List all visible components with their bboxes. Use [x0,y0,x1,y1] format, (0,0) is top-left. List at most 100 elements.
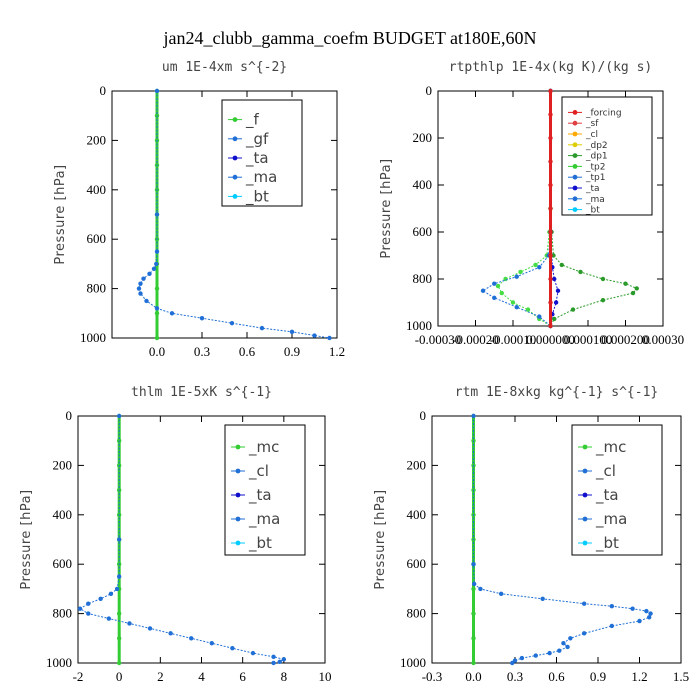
data-point [646,615,652,620]
series-line [550,91,559,327]
y-tick-label: 1000 [80,330,106,345]
y-tick-label: 800 [87,281,107,296]
data-point [609,623,615,629]
data-point [510,660,515,666]
data-point [154,311,160,316]
figure-title: jan24_clubb_gamma_coefm BUDGET at180E,60… [162,28,536,48]
data-point [568,636,573,641]
data-point [630,290,636,296]
data-point [570,307,576,312]
data-point [561,641,566,646]
x-tick-label: 0.000200 [601,332,650,347]
legend-entry: _ma [595,510,627,529]
x-tick-label: -0.00030 [415,332,462,347]
x-tick-label: 0.3 [194,344,210,359]
legend: _mc _cl _ta _ma _bt [571,424,663,556]
data-point [548,253,553,258]
legend-marker [232,194,238,199]
data-point [327,335,332,341]
x-tick-label: 6 [239,669,246,684]
data-point [548,206,553,211]
x-tick-label: 1.5 [673,669,689,684]
data-point [471,660,476,666]
y-tick-label: 1000 [46,655,72,670]
legend-entry: _ta [595,486,619,505]
data-point [478,586,483,592]
data-point [547,650,552,656]
data-point [548,300,553,305]
y-tick-label: 400 [407,507,427,522]
y-axis-label: Pressure [hPa] [379,158,394,258]
legend-marker [572,207,578,213]
legend-entry: _bt [595,534,619,553]
y-tick-label: 200 [413,130,433,145]
legend-entry: _dp1 [585,152,608,162]
data-point [147,626,153,631]
legend-marker [232,155,238,161]
data-point [634,286,639,291]
legend: _forcing_sf_cl_dp2_dp1_tp2_tp1_ta_ma_bt [561,96,653,216]
data-point [548,229,553,235]
data-point [154,88,160,94]
data-point [471,413,476,419]
data-point [116,660,122,666]
data-point [136,286,142,291]
panel-title: rtm 1E-8xkg kg^{-1} s^{-1} [455,385,659,400]
legend-marker [232,174,238,180]
y-tick-label: 600 [407,556,427,571]
legend-marker [232,136,238,142]
data-point [600,297,606,303]
y-tick-label: 400 [413,177,433,192]
x-tick-label: 1.2 [329,344,345,359]
legend-entry: _f [245,111,260,130]
data-point [548,182,553,188]
series-line [497,91,551,327]
legend-marker [572,110,578,115]
data-point [548,323,553,329]
data-point [637,618,642,624]
data-point [533,653,538,658]
y-tick-label: 800 [407,606,427,621]
data-point [289,329,295,335]
data-point [250,650,256,656]
data-point [525,307,531,312]
y-tick-label: 200 [407,457,427,472]
data-point [108,591,114,597]
data-point [553,300,559,305]
data-point [116,636,122,641]
data-point [537,265,542,270]
plot-frame [111,90,338,339]
series-line [473,416,652,664]
data-point [471,562,476,567]
y-tick-label: 800 [53,606,73,621]
data-point [609,603,615,609]
data-point [259,325,265,331]
legend-entry: _ta [245,149,269,168]
panel-2: rtpthlp 1E-4x(kg K)/(kg s) 0 200 400 600 800 1… [379,60,684,347]
data-point [552,316,557,322]
legend-marker [572,131,578,137]
y-tick-label: 400 [87,182,107,197]
legend-marker [232,117,238,122]
data-point [138,281,143,286]
data-point [116,611,122,616]
data-point [581,631,587,636]
data-point [533,262,538,268]
data-point [154,249,160,254]
legend-entry: _ma [248,510,280,529]
x-tick-label: -0.00010 [490,332,537,347]
legend-entry: _cl [595,462,616,481]
data-point [199,316,205,321]
legend-entry: _cl [585,130,598,140]
data-point [154,286,160,291]
data-point [499,290,504,296]
y-axis-label: Pressure [hPa] [373,489,388,589]
data-point [492,295,497,300]
data-point [552,276,557,282]
data-point [519,655,525,661]
legend-entry: _bt [248,534,272,553]
panel-4: rtm 1E-8xkg kg^{-1} s^{-1} 0 200 400 600 800 1… [373,385,689,684]
data-point [154,212,160,217]
x-tick-label: 0.3 [507,669,523,684]
data-point [600,276,606,282]
